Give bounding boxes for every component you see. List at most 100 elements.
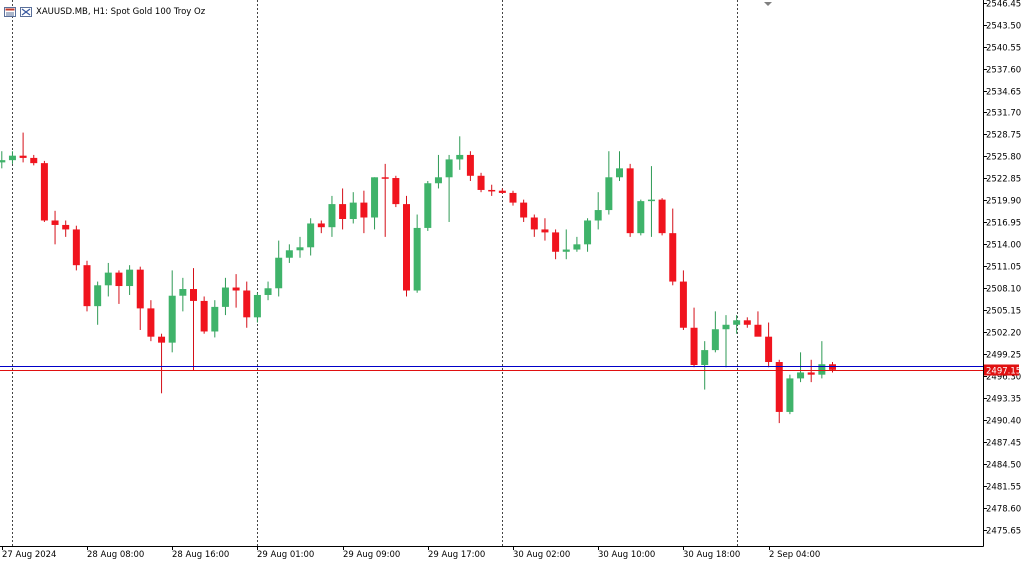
candle-body	[30, 157, 38, 164]
candle-body	[168, 295, 176, 343]
price-tick-label: 2522.85	[986, 175, 1021, 185]
price-tick-label: 2478.60	[986, 505, 1021, 515]
candle-body	[264, 288, 272, 295]
chart-shift-marker[interactable]	[764, 2, 772, 6]
price-tick-label: 2505.15	[986, 307, 1021, 317]
candle-body	[349, 202, 357, 219]
price-tick-label: 2475.65	[986, 527, 1021, 537]
candle-body	[498, 190, 506, 193]
candle-body	[647, 199, 655, 202]
current-price-label-bg	[984, 364, 1019, 376]
candle-body	[94, 285, 102, 307]
candle-body	[371, 177, 379, 218]
price-tick-label: 2502.20	[986, 329, 1021, 339]
time-tick-label: 28 Aug 08:00	[87, 550, 144, 560]
candle-body	[626, 168, 634, 234]
candle-body	[243, 290, 251, 318]
candle-body	[0, 160, 6, 163]
candle-body	[669, 233, 677, 282]
candle-body	[679, 281, 687, 328]
candle-body	[392, 178, 400, 205]
current-price-label: 2497.15	[986, 367, 1021, 377]
candle-body	[488, 189, 496, 192]
candle-body	[530, 217, 538, 230]
chart-window-icon[interactable]	[4, 7, 16, 17]
candle-body	[158, 336, 166, 343]
candle-body	[594, 210, 602, 221]
candle-body	[8, 155, 16, 161]
candle-body	[51, 220, 59, 225]
chart-title: XAUUSD.MB, H1: Spot Gold 100 Troy Oz	[36, 7, 206, 17]
price-tick-label: 2484.50	[986, 461, 1021, 471]
candle-body	[520, 202, 528, 218]
candle-body	[285, 250, 293, 258]
candle-body	[40, 163, 48, 221]
candle-body	[466, 154, 474, 176]
candle-body	[807, 372, 815, 375]
candle-body	[147, 308, 155, 337]
candle-body	[62, 224, 70, 230]
price-tick-label: 2528.75	[986, 131, 1021, 141]
price-tick-label: 2490.40	[986, 417, 1021, 427]
candle-body	[317, 223, 325, 228]
candle-body	[711, 329, 719, 351]
candle-body	[307, 223, 315, 248]
candle-body	[339, 204, 347, 219]
price-tick-label: 2531.70	[986, 109, 1021, 119]
candle-body	[83, 265, 91, 307]
candle-body	[605, 177, 613, 211]
candle-body	[658, 199, 666, 234]
candle-body	[403, 204, 410, 291]
price-tick-label: 2496.30	[986, 373, 1021, 383]
price-tick-label: 2546.45	[986, 0, 1021, 10]
candle-body	[477, 175, 485, 190]
candle-body	[818, 364, 826, 375]
time-tick-label: 30 Aug 02:00	[513, 550, 570, 560]
candle-body	[701, 350, 709, 365]
candle-body	[616, 168, 623, 178]
candle-body	[509, 192, 517, 203]
time-tick-label: 2 Sep 04:00	[769, 550, 820, 560]
candle-body	[126, 269, 134, 287]
price-tick-label: 2487.45	[986, 439, 1021, 449]
candle-body	[573, 244, 581, 250]
candle-body	[637, 201, 645, 234]
candle-body	[115, 272, 123, 287]
candle-body	[232, 287, 240, 291]
candle-body	[424, 183, 432, 228]
price-tick-label: 2537.60	[986, 66, 1021, 76]
candle-body	[328, 204, 336, 228]
time-tick-label: 30 Aug 18:00	[683, 550, 740, 560]
candle-body	[456, 154, 464, 160]
candle-body	[775, 362, 783, 412]
candle-body	[562, 249, 570, 252]
price-tick-label: 2493.35	[986, 395, 1021, 405]
candle-body	[413, 227, 421, 291]
candle-body	[211, 306, 219, 332]
chart-title-bar: XAUUSD.MB, H1: Spot Gold 100 Troy Oz	[4, 5, 205, 19]
price-tick-label: 2534.65	[986, 88, 1021, 98]
price-tick-label: 2543.50	[986, 22, 1021, 32]
candle-body	[275, 257, 283, 289]
candle-body	[754, 324, 762, 337]
price-tick-label: 2508.10	[986, 285, 1021, 295]
one-click-trading-icon[interactable]	[20, 7, 32, 17]
price-tick-label: 2525.80	[986, 153, 1021, 163]
time-tick-label: 29 Aug 01:00	[257, 550, 314, 560]
price-tick-label: 2519.90	[986, 197, 1021, 207]
candle-body	[552, 232, 560, 252]
candle-body	[765, 336, 773, 363]
candle-body	[743, 320, 751, 325]
price-tick-label: 2499.25	[986, 351, 1021, 361]
time-tick-label: 28 Aug 16:00	[172, 550, 229, 560]
time-tick-label: 27 Aug 2024	[2, 550, 56, 560]
candle-body	[786, 378, 794, 412]
price-tick-label: 2516.95	[986, 219, 1021, 229]
candle-body	[296, 247, 304, 251]
price-tick-label: 2511.05	[986, 263, 1021, 273]
candle-body	[690, 327, 698, 365]
candle-body	[200, 300, 208, 332]
candle-body	[19, 155, 27, 158]
